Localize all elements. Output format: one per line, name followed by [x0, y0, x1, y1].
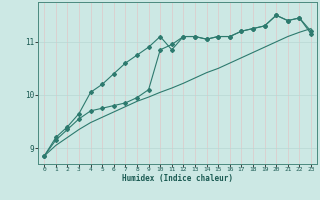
X-axis label: Humidex (Indice chaleur): Humidex (Indice chaleur)	[122, 174, 233, 183]
